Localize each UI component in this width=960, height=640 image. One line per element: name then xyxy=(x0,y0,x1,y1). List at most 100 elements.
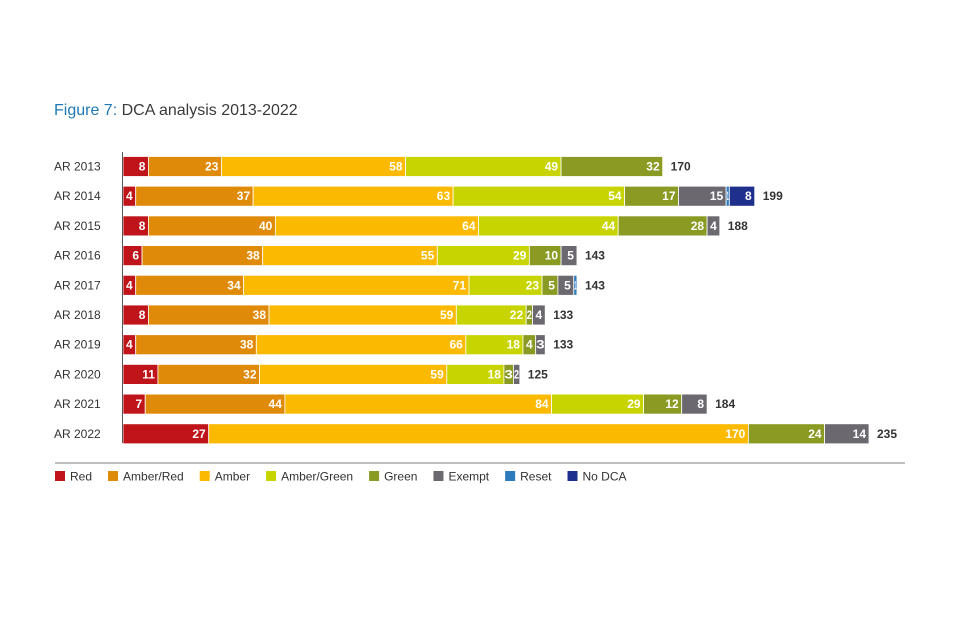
legend-label: Amber xyxy=(215,470,250,484)
data-label: 4 xyxy=(526,338,533,352)
total-label: 133 xyxy=(553,308,573,322)
bar-segment xyxy=(208,423,749,445)
bar-segment xyxy=(452,185,625,207)
legend-swatch xyxy=(55,471,65,481)
data-label: 44 xyxy=(269,397,283,411)
bar-segment xyxy=(405,156,562,177)
legend-swatch xyxy=(567,471,578,481)
data-label: 5 xyxy=(548,278,555,292)
category-label: AR 2020 xyxy=(54,367,101,381)
legend-swatch xyxy=(369,471,380,481)
bar-segment xyxy=(728,185,756,207)
category-label: AR 2017 xyxy=(54,278,101,292)
data-label: 32 xyxy=(646,160,660,174)
legend-label: Red xyxy=(70,470,92,484)
data-label: 64 xyxy=(462,219,476,233)
data-label: 2 xyxy=(514,367,519,381)
data-label: 54 xyxy=(608,189,622,203)
bar-segment xyxy=(573,274,578,296)
bar-segment xyxy=(478,215,619,237)
data-label: 14 xyxy=(853,427,867,441)
data-label: 4 xyxy=(536,308,543,322)
data-label: 1 xyxy=(727,189,729,203)
total-label: 125 xyxy=(528,367,548,381)
legend-swatch xyxy=(433,471,444,481)
data-label: 5 xyxy=(564,278,571,292)
total-label: 235 xyxy=(877,427,897,441)
data-label: 4 xyxy=(126,338,133,352)
data-label: 66 xyxy=(449,338,463,352)
data-label: 22 xyxy=(510,308,524,322)
category-label: AR 2019 xyxy=(54,338,101,352)
data-label: 11 xyxy=(142,367,155,381)
data-label: 28 xyxy=(691,219,705,233)
data-label: 37 xyxy=(237,189,251,203)
data-label: 59 xyxy=(430,367,444,381)
bar-segment xyxy=(560,156,664,177)
bar-segment xyxy=(824,423,870,445)
bar-segment xyxy=(243,274,470,296)
bar-segment xyxy=(147,304,270,326)
bar-segment xyxy=(274,215,479,237)
category-label: AR 2016 xyxy=(54,249,101,263)
total-label: 170 xyxy=(671,160,691,174)
data-label: 1 xyxy=(574,278,576,292)
bar-segment xyxy=(560,245,578,267)
data-label: 7 xyxy=(136,397,143,411)
data-label: 18 xyxy=(507,338,521,352)
bar-segment xyxy=(259,363,448,385)
bar-segment xyxy=(221,156,406,177)
bar-segment xyxy=(706,215,721,237)
data-label: 27 xyxy=(192,427,206,441)
data-label: 38 xyxy=(253,308,267,322)
data-label: 49 xyxy=(545,160,559,174)
data-label: 23 xyxy=(526,278,540,292)
bar-segment xyxy=(513,363,521,385)
data-label: 170 xyxy=(725,427,745,441)
data-label: 8 xyxy=(139,308,146,322)
data-label: 12 xyxy=(665,397,679,411)
data-label: 4 xyxy=(126,278,133,292)
total-label: 199 xyxy=(763,189,783,203)
data-label: 63 xyxy=(437,189,451,203)
data-label: 58 xyxy=(389,160,403,174)
bar-segment xyxy=(535,334,546,356)
total-label: 143 xyxy=(585,278,605,292)
data-label: 71 xyxy=(453,278,467,292)
figure-number: Figure 7: xyxy=(54,102,118,119)
data-label: 44 xyxy=(602,219,616,233)
data-label: 15 xyxy=(710,189,724,203)
chart-title: Figure 7: DCA analysis 2013-2022 xyxy=(54,102,298,120)
bar-segment xyxy=(141,245,264,267)
data-label: 4 xyxy=(710,219,717,233)
legend-label: Green xyxy=(384,470,417,484)
bar-segment xyxy=(532,304,546,326)
legend-swatch xyxy=(505,471,516,481)
legend-label: No DCA xyxy=(583,470,627,484)
bar-segment xyxy=(681,393,708,415)
data-label: 24 xyxy=(808,427,822,441)
bar-segment xyxy=(135,334,257,356)
data-label: 10 xyxy=(545,249,559,263)
data-label: 40 xyxy=(259,219,273,233)
category-label: AR 2015 xyxy=(54,219,101,233)
data-label: 2 xyxy=(527,308,532,322)
total-label: 133 xyxy=(553,338,573,352)
legend-label: Reset xyxy=(520,470,552,484)
data-label: 3 xyxy=(536,338,545,352)
category-label: AR 2018 xyxy=(54,308,101,322)
bar-segment xyxy=(144,393,286,415)
title-text: DCA analysis 2013-2022 xyxy=(121,102,298,119)
data-label: 8 xyxy=(745,189,752,203)
bar-segment xyxy=(252,185,454,207)
data-label: 5 xyxy=(567,249,574,263)
bar-segment xyxy=(268,304,457,326)
total-label: 184 xyxy=(715,397,735,411)
data-label: 6 xyxy=(132,249,139,263)
bar-segment xyxy=(262,245,438,267)
bar-segment xyxy=(284,393,552,415)
data-label: 55 xyxy=(421,249,435,263)
total-label: 188 xyxy=(728,219,748,233)
category-label: AR 2021 xyxy=(54,397,101,411)
